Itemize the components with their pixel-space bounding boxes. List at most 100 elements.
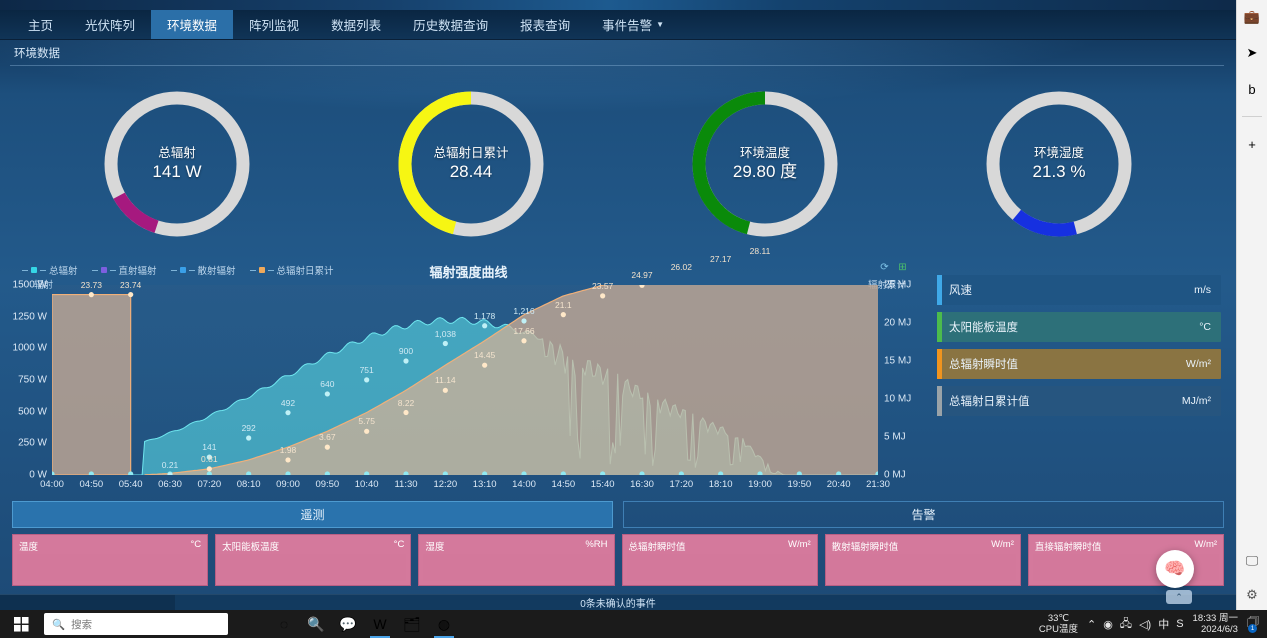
legend-dash [22,269,28,271]
scroll-to-top-button[interactable]: ⌃ [1166,590,1192,604]
nav-item-5[interactable]: 历史数据查询 [397,10,504,39]
card-header: 湿度 %RH [419,535,613,553]
legend-dash [170,269,177,271]
save-icon[interactable]: ⊞ [898,262,907,273]
copilot-button[interactable]: 🧠 [1156,550,1194,588]
taskbar-clock[interactable]: 18:33 周一 2024/6/3 [1193,613,1238,635]
notification-center-button[interactable]: 🗇 1 [1247,613,1259,635]
side-metric-1[interactable]: 太阳能板温度 °C [937,312,1221,342]
card-header: 太阳能板温度 °C [216,535,410,553]
network-icon[interactable]: 🖧 [1119,617,1133,630]
legend-item-3[interactable]: 总辐射日累计 [249,263,334,277]
card-value-area [423,554,610,581]
legend-item-0[interactable]: 总辐射 [22,263,78,277]
refresh-icon[interactable]: ⟳ [880,262,889,273]
tab-0[interactable]: 遥测 [12,501,613,528]
nav-item-1[interactable]: 光伏阵列 [69,10,151,39]
volume-icon[interactable]: ◁) [1139,618,1152,631]
x-tick: 16:30 [630,479,654,490]
edge-icon[interactable]: ◍ [428,610,460,638]
taskbar-tray: 33℃ CPU温度 ⌃ ◉ 🖧 ◁) 中 S 18:33 周一 2024/6/3 🗇 1 [1039,613,1267,635]
start-button[interactable] [0,610,42,638]
side-metric-2[interactable]: 总辐射瞬时值 W/m² [937,349,1221,379]
data-label-cumulative: 17.66 [513,325,535,336]
settings-icon[interactable]: ⚙ [1246,587,1258,602]
data-label-cumulative: 0.81 [201,453,218,464]
x-tick: 07:20 [197,479,222,490]
nav-item-7[interactable]: 事件告警 ▼ [586,10,680,39]
tab-1[interactable]: 告警 [623,501,1224,528]
nav-item-6[interactable]: 报表查询 [504,10,586,39]
nav-item-label: 光伏阵列 [85,19,136,33]
data-point [639,471,645,475]
wechat-icon[interactable]: 💬 [339,615,357,632]
ime-icon[interactable]: 中 [1158,619,1170,631]
data-point [403,358,409,364]
nav-item-0[interactable]: 主页 [12,10,69,39]
windows-logo-icon [13,616,29,632]
main-navbar: 主页 光伏阵列 环境数据 阵列监视 数据列表 历史数据查询 报表查询 事件告警 ▼ [0,10,1236,40]
nav-item-label: 环境数据 [167,19,218,33]
measurement-card-3[interactable]: 总辐射瞬时值 W/m² [621,534,818,586]
nav-item-label: 阵列监视 [249,19,300,33]
nav-item-4[interactable]: 数据列表 [315,10,397,39]
data-label-cumulative: 27.17 [710,253,732,264]
y-tick-right: 25 MJ [884,279,912,291]
side-metric-unit: °C [1199,321,1211,333]
nav-item-2[interactable]: 环境数据 [151,10,234,39]
data-label-total: 1,178 [474,310,496,321]
legend-item-1[interactable]: 直射辐射 [91,263,157,277]
chevron-up-icon[interactable]: ⌃ [1086,618,1097,631]
data-point [600,471,606,475]
search-app-icon[interactable]: 🔍 [307,615,325,632]
gauge-title: 总辐射 [158,146,196,160]
measurement-card-4[interactable]: 散射辐射瞬时值 W/m² [824,534,1021,586]
card-label: 温度 [19,542,39,553]
gauge-value: 29.80 度 [732,162,798,181]
taskbar-search-box[interactable]: 🔍 搜索 [44,613,228,635]
data-label-total: 492 [280,397,296,408]
measurement-card-2[interactable]: 湿度 %RH [418,534,615,586]
wps-icon[interactable]: W [364,610,396,638]
copilot-icon: 🧠 [1164,559,1186,578]
data-label-cumulative: 5.75 [358,416,375,427]
cpu-temperature-label: CPU温度 [1038,624,1078,635]
x-tick: 10:40 [354,479,379,490]
nav-item-label: 主页 [28,19,54,33]
add-icon[interactable]: + [1248,136,1256,152]
data-point [796,471,802,475]
chevron-up-icon: ⌃ [1175,591,1183,602]
cpu-temperature-widget[interactable]: 33℃ CPU温度 [1039,613,1078,635]
briefcase-icon[interactable]: 💼 [1243,9,1261,24]
data-point [324,391,330,397]
explorer-icon[interactable]: 🗂 [403,615,421,632]
side-metric-3[interactable]: 总辐射日累计值 MJ/m² [937,386,1221,416]
data-point [324,444,330,450]
data-label-cumulative: 23.74 [120,279,142,290]
legend-item-2[interactable]: 散射辐射 [170,263,236,277]
display-icon[interactable]: 🖵 [1245,553,1259,568]
send-icon[interactable]: ➤ [1246,45,1258,60]
measurement-card-5[interactable]: 直接辐射瞬时值 W/m² [1027,534,1225,586]
x-tick: 12:20 [433,479,458,490]
nav-item-3[interactable]: 阵列监视 [233,10,315,39]
y-tick-right: 5 MJ [884,431,906,443]
chevron-down-icon: ▼ [656,20,665,29]
measurement-card-0[interactable]: 温度 °C [12,534,209,586]
x-tick: 18:10 [708,479,733,490]
x-tick: 21:30 [866,479,890,490]
side-metric-unit: W/m² [1185,358,1211,370]
x-tick: 04:00 [40,479,64,490]
bing-icon[interactable]: b [1248,81,1256,97]
taskview-icon[interactable]: ◌ [279,616,289,632]
side-metric-unit: m/s [1194,284,1211,296]
network-globe-icon[interactable]: ◉ [1103,618,1113,631]
card-unit: W/m² [788,539,811,550]
search-icon: 🔍 [52,618,66,631]
side-metric-0[interactable]: 风速 m/s [937,275,1221,305]
card-header: 散射辐射瞬时值 W/m² [826,535,1020,553]
data-label-total: 751 [359,364,374,375]
gauge-ring [692,91,838,236]
sogou-icon[interactable]: S [1176,618,1184,630]
measurement-card-1[interactable]: 太阳能板温度 °C [215,534,412,586]
